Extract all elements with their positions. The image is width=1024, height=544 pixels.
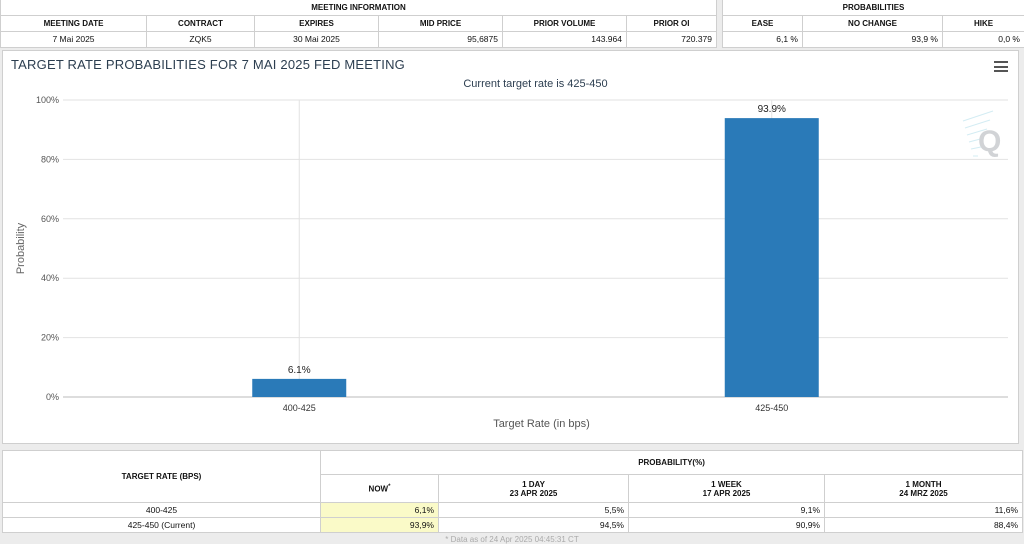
col-prior-volume: PRIOR VOLUME	[502, 14, 627, 32]
y-tick-label: 20%	[41, 333, 59, 343]
x-axis-label: Target Rate (in bps)	[493, 418, 590, 430]
mid-price-value: 95,6875	[378, 30, 503, 48]
col-1-month: 1 MONTH 24 MRZ 2025	[823, 474, 1024, 503]
prior-oi-value: 720.379	[625, 30, 718, 48]
row-1-day: 5,5%	[438, 502, 629, 518]
col-1-day-label: 1 DAY	[522, 479, 545, 489]
bar-data-label: 6.1%	[288, 365, 311, 376]
y-axis-label: Probability	[15, 222, 27, 274]
col-now: NOW*	[320, 474, 439, 503]
y-tick-label: 80%	[41, 154, 59, 164]
col-target-rate: TARGET RATE (BPS)	[2, 450, 321, 503]
svg-text:Q: Q	[978, 125, 1001, 158]
chart-subtitle: Current target rate is 425-450	[463, 78, 607, 90]
col-mid-price: MID PRICE	[378, 14, 503, 32]
col-1-week-date: 17 APR 2025	[702, 488, 751, 498]
col-1-month-label: 1 MONTH	[905, 479, 942, 489]
target-rate-table: TARGET RATE (BPS) PROBABILITY(%) NOW* 1 …	[2, 450, 1024, 533]
row-now: 93,9%	[320, 517, 439, 533]
row-1-week: 90,9%	[628, 517, 825, 533]
bar	[724, 118, 819, 397]
y-tick-label: 0%	[46, 392, 59, 402]
col-now-footnote-mark: *	[388, 483, 391, 490]
row-rate: 425-450 (Current)	[2, 517, 321, 533]
row-1-week: 9,1%	[628, 502, 825, 518]
col-meeting-date: MEETING DATE	[0, 14, 147, 32]
row-now: 6,1%	[320, 502, 439, 518]
no-change-value: 93,9 %	[802, 30, 943, 48]
row-rate: 400-425	[2, 502, 321, 518]
y-tick-label: 60%	[41, 214, 59, 224]
col-hike: HIKE	[942, 14, 1024, 32]
row-1-month: 88,4%	[823, 517, 1024, 533]
hamburger-menu-icon[interactable]	[994, 61, 1008, 72]
chart-panel: Current target rate is 425-450 0% 20% 40% 60…	[2, 50, 1019, 444]
y-tick-label: 40%	[41, 273, 59, 283]
col-expires: EXPIRES	[254, 14, 379, 32]
meeting-date-value: 7 Mai 2025	[0, 30, 147, 48]
bar	[252, 378, 347, 397]
col-1-week-label: 1 WEEK	[711, 479, 742, 489]
expires-value: 30 Mai 2025	[254, 30, 379, 48]
col-1-week: 1 WEEK 17 APR 2025	[628, 474, 825, 503]
chart-title: TARGET RATE PROBABILITIES FOR 7 MAI 2025…	[11, 57, 405, 72]
hike-value: 0,0 %	[942, 30, 1024, 48]
probabilities-header: PROBABILITIES	[722, 0, 1024, 16]
table-row: 425-450 (Current) 93,9% 94,5% 90,9% 88,4…	[2, 517, 1024, 533]
col-1-day: 1 DAY 23 APR 2025	[438, 474, 629, 503]
q-logo-icon: Q	[962, 110, 1001, 158]
col-1-month-date: 24 MRZ 2025	[899, 488, 948, 498]
bar-data-label: 93.9%	[758, 104, 786, 115]
probabilities-table: PROBABILITIES EASE NO CHANGE HIKE 6,1 % …	[722, 0, 1024, 48]
row-1-day: 94,5%	[438, 517, 629, 533]
y-tick-label: 100%	[36, 95, 59, 105]
data-timestamp-footnote: * Data as of 24 Apr 2025 04:45:31 CT	[445, 535, 579, 544]
row-1-month: 11,6%	[823, 502, 1024, 518]
probability-bar-chart: Current target rate is 425-450 0% 20% 40% 60…	[15, 78, 1008, 430]
x-tick-label: 425-450	[755, 403, 788, 413]
contract-value: ZQK5	[146, 30, 255, 48]
ease-value: 6,1 %	[722, 30, 803, 48]
col-no-change: NO CHANGE	[802, 14, 943, 32]
x-tick-label: 400-425	[283, 403, 316, 413]
col-prior-oi: PRIOR OI	[625, 14, 718, 32]
prior-volume-value: 143.964	[502, 30, 627, 48]
col-1-day-date: 23 APR 2025	[509, 488, 558, 498]
meeting-info-header: MEETING INFORMATION	[0, 0, 718, 16]
col-probability: PROBABILITY(%)	[319, 450, 1024, 475]
table-row: 400-425 6,1% 5,5% 9,1% 11,6%	[2, 502, 1024, 518]
col-now-label: NOW	[368, 484, 389, 494]
col-contract: CONTRACT	[146, 14, 255, 32]
meeting-info-table: MEETING INFORMATION MEETING DATE CONTRAC…	[0, 0, 718, 48]
col-ease: EASE	[722, 14, 803, 32]
